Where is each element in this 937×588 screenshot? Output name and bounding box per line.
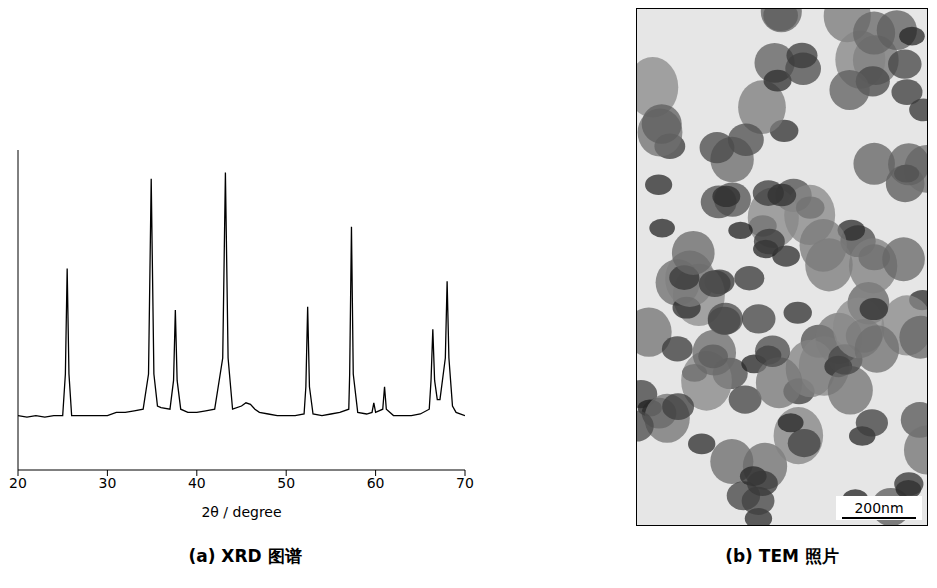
svg-text:30: 30 [98,475,116,491]
svg-text:2θ / degree: 2θ / degree [201,504,281,520]
svg-text:40: 40 [188,475,206,491]
svg-text:70: 70 [456,475,474,491]
svg-text:60: 60 [367,475,385,491]
svg-text:200nm: 200nm [854,500,903,516]
html-text:(a) XRD 图谱: (a) XRD 图谱 [188,546,302,566]
svg-text:50: 50 [277,475,295,491]
html-text:(b) TEM 照片: (b) TEM 照片 [725,546,839,566]
svg-text:20: 20 [9,475,27,491]
